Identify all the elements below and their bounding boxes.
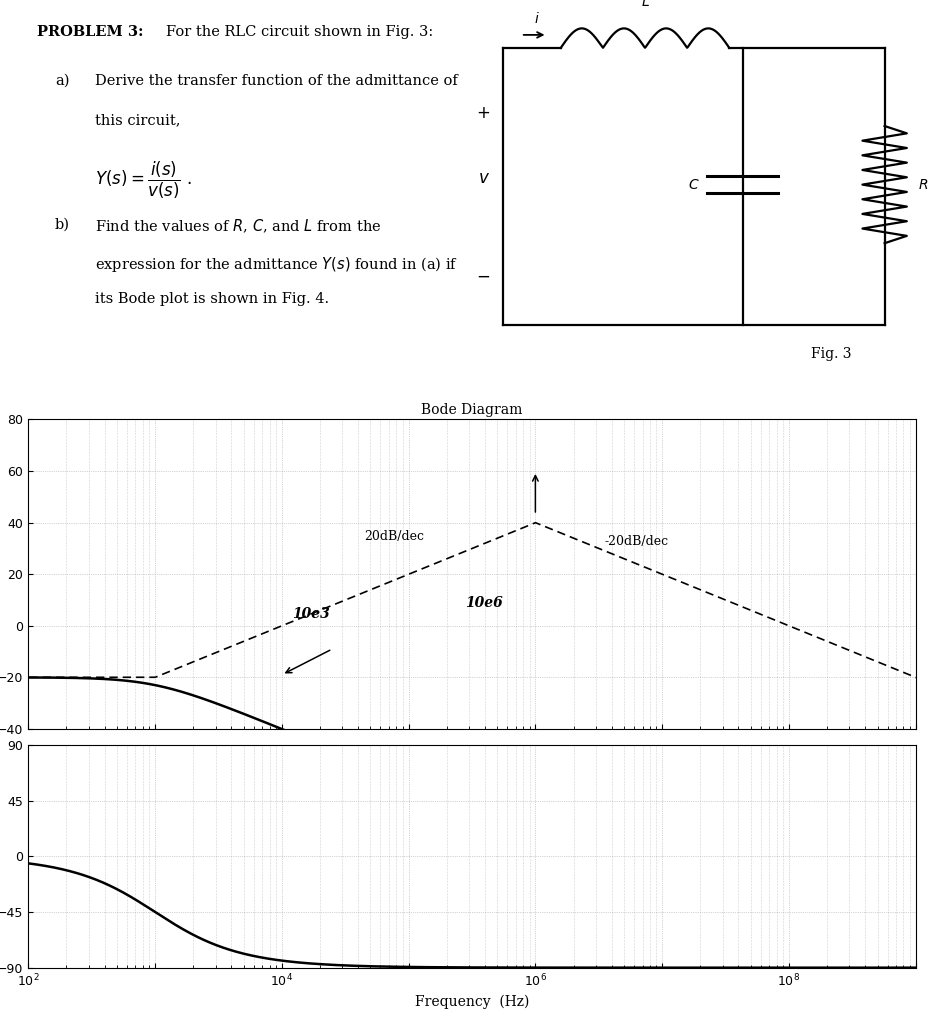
Text: 10e6: 10e6 — [465, 596, 503, 610]
Text: 20dB/dec: 20dB/dec — [364, 530, 425, 544]
Text: $-$: $-$ — [476, 267, 490, 285]
Text: b): b) — [55, 217, 70, 231]
Text: -20dB/dec: -20dB/dec — [604, 536, 668, 549]
Text: $i$: $i$ — [534, 11, 540, 27]
Text: $L$: $L$ — [641, 0, 649, 9]
Text: For the RLC circuit shown in Fig. 3:: For the RLC circuit shown in Fig. 3: — [166, 26, 433, 39]
Text: $C$: $C$ — [688, 177, 700, 191]
Text: PROBLEM 3:: PROBLEM 3: — [37, 26, 143, 39]
Text: a): a) — [55, 74, 70, 88]
Text: its Bode plot is shown in Fig. 4.: its Bode plot is shown in Fig. 4. — [94, 292, 329, 306]
Text: +: + — [476, 104, 490, 122]
Text: $v$: $v$ — [478, 170, 490, 186]
Text: Fig. 3: Fig. 3 — [811, 347, 851, 361]
Text: Derive the transfer function of the admittance of: Derive the transfer function of the admi… — [94, 74, 458, 88]
Text: expression for the admittance $Y(s)$ found in (a) if: expression for the admittance $Y(s)$ fou… — [94, 255, 458, 273]
Text: $R$: $R$ — [919, 177, 929, 191]
Text: this circuit,: this circuit, — [94, 113, 180, 127]
Text: 10e3: 10e3 — [292, 606, 329, 621]
Text: $Y(s) = \dfrac{i(s)}{v(s)}\ .$: $Y(s) = \dfrac{i(s)}{v(s)}\ .$ — [94, 160, 192, 202]
Text: Find the values of $R$, $C$, and $L$ from the: Find the values of $R$, $C$, and $L$ fro… — [94, 217, 381, 234]
Title: Bode Diagram: Bode Diagram — [421, 402, 523, 417]
X-axis label: Frequency  (Hz): Frequency (Hz) — [414, 994, 530, 1009]
